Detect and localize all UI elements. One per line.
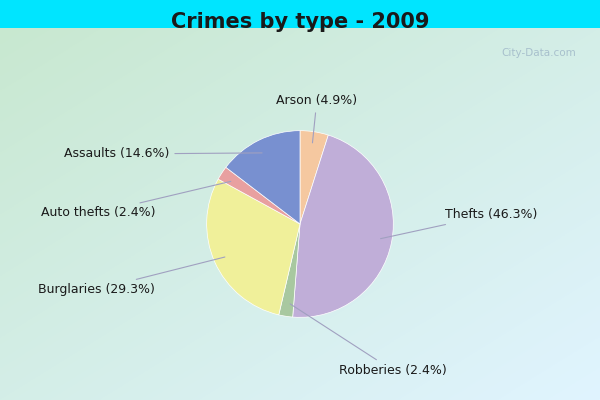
Text: Auto thefts (2.4%): Auto thefts (2.4%) [41,181,231,219]
Text: Assaults (14.6%): Assaults (14.6%) [64,148,262,160]
Text: Burglaries (29.3%): Burglaries (29.3%) [38,257,225,296]
Wedge shape [206,179,300,315]
Wedge shape [226,131,300,224]
Text: Crimes by type - 2009: Crimes by type - 2009 [171,12,429,32]
Wedge shape [279,224,300,317]
Text: Arson (4.9%): Arson (4.9%) [276,94,358,143]
Wedge shape [218,167,300,224]
Text: Robberies (2.4%): Robberies (2.4%) [290,304,447,377]
Wedge shape [300,131,328,224]
Text: City-Data.com: City-Data.com [501,48,576,58]
Text: Thefts (46.3%): Thefts (46.3%) [380,208,537,239]
Wedge shape [293,135,394,317]
